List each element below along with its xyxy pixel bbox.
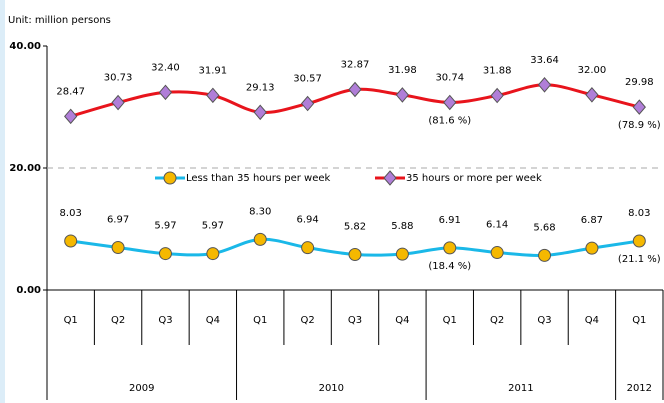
data-label: 30.73 <box>104 73 133 84</box>
legend-label: 35 hours or more per week <box>406 173 542 184</box>
data-point <box>537 77 552 93</box>
data-label: 6.87 <box>581 215 603 226</box>
annotation: (21.1 %) <box>618 254 661 265</box>
data-label: 5.68 <box>533 222 555 233</box>
data-label: 31.98 <box>388 65 417 76</box>
data-point <box>111 94 125 111</box>
x-tick-label: Q3 <box>537 315 551 326</box>
data-label: 6.94 <box>296 215 318 226</box>
data-point <box>253 232 267 246</box>
data-label: 28.47 <box>56 86 85 97</box>
y-tick-label: 20.00 <box>9 163 41 174</box>
data-label: 5.97 <box>154 221 176 232</box>
data-label: 30.57 <box>293 74 322 85</box>
data-point <box>632 234 646 248</box>
data-point <box>490 246 504 260</box>
data-label: 8.30 <box>249 206 271 217</box>
data-label: 30.74 <box>435 72 464 83</box>
x-tick-label: Q4 <box>206 315 220 326</box>
unit-label: Unit: million persons <box>8 15 111 26</box>
legend-label: Less than 35 hours per week <box>186 173 331 184</box>
data-point <box>348 81 362 98</box>
annotation: (18.4 %) <box>428 261 471 272</box>
data-point <box>300 95 315 112</box>
data-label: 29.98 <box>625 77 654 88</box>
data-label: 31.88 <box>483 66 512 77</box>
side-strip <box>0 0 5 403</box>
data-label: 8.03 <box>60 208 82 219</box>
x-tick-label: Q2 <box>300 315 314 326</box>
data-point <box>395 87 410 103</box>
annotation: (78.9 %) <box>618 120 661 131</box>
x-group-label: 2010 <box>319 383 344 394</box>
data-label: 5.97 <box>202 221 224 232</box>
x-tick-label: Q1 <box>632 315 646 326</box>
data-label: 32.00 <box>578 65 607 76</box>
data-label: 6.14 <box>486 220 508 231</box>
data-label: 8.03 <box>628 208 650 219</box>
data-point <box>348 247 362 261</box>
x-tick-label: Q2 <box>490 315 504 326</box>
y-tick-label: 0.00 <box>16 285 41 296</box>
x-tick-label: Q2 <box>111 315 125 326</box>
data-point <box>64 234 78 248</box>
data-point <box>206 87 220 104</box>
data-point <box>158 84 173 101</box>
data-label: 29.13 <box>246 82 275 93</box>
x-tick-label: Q1 <box>253 315 267 326</box>
y-tick-label: 40.00 <box>9 41 41 52</box>
data-point <box>632 99 646 115</box>
data-point <box>64 108 78 125</box>
data-point <box>490 87 504 104</box>
data-label: 33.64 <box>530 55 559 66</box>
x-group-label: 2012 <box>627 383 652 394</box>
x-tick-label: Q1 <box>443 315 457 326</box>
data-point <box>443 94 457 111</box>
data-label: 32.40 <box>151 62 180 73</box>
x-tick-label: Q4 <box>395 315 409 326</box>
data-point <box>585 87 599 103</box>
data-point <box>158 247 172 261</box>
data-label: 5.88 <box>391 221 413 232</box>
legend-marker <box>383 170 397 186</box>
data-point <box>395 247 409 261</box>
data-point <box>253 104 267 121</box>
x-tick-label: Q4 <box>585 315 599 326</box>
data-point <box>585 241 599 255</box>
data-point <box>443 241 457 255</box>
data-point <box>301 241 315 255</box>
data-label: 32.87 <box>341 59 370 70</box>
x-tick-label: Q3 <box>348 315 362 326</box>
x-tick-label: Q1 <box>64 315 78 326</box>
data-label: 5.82 <box>344 221 366 232</box>
x-group-label: 2009 <box>129 383 154 394</box>
data-label: 6.91 <box>439 215 461 226</box>
x-group-label: 2011 <box>508 383 533 394</box>
data-label: 31.91 <box>199 65 228 76</box>
data-point <box>538 248 552 262</box>
x-tick-label: Q3 <box>158 315 172 326</box>
legend-marker <box>163 171 177 185</box>
data-label: 6.97 <box>107 214 129 225</box>
data-point <box>111 240 125 254</box>
annotation: (81.6 %) <box>428 115 471 126</box>
data-point <box>206 247 220 261</box>
